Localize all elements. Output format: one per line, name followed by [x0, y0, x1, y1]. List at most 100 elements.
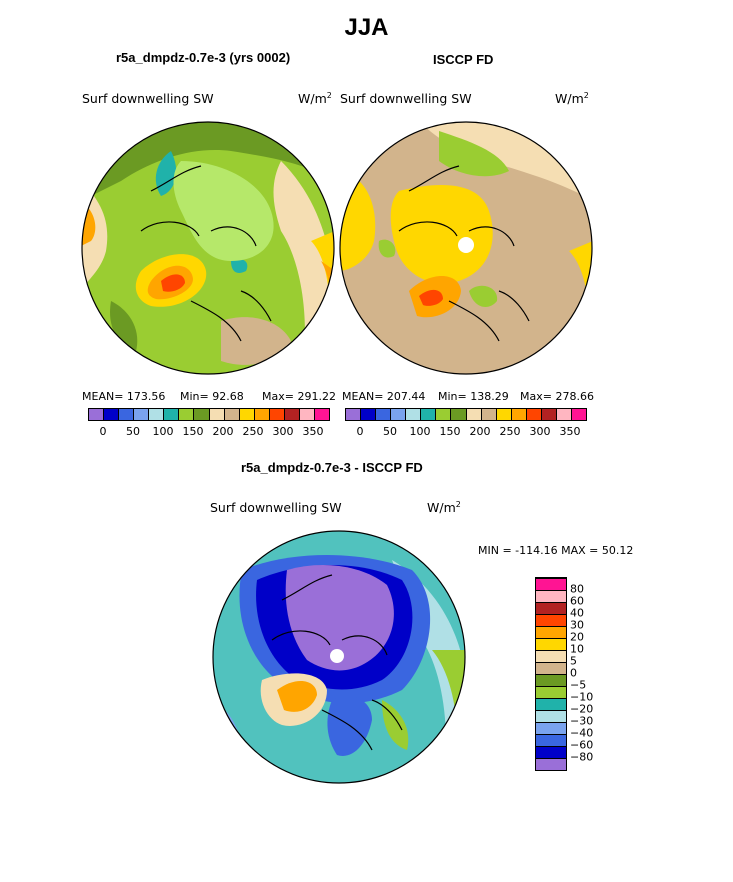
- colorbar-tick-label: −20: [570, 702, 594, 716]
- colorbar-swatch: [526, 409, 542, 420]
- colorbar-tick-label: −10: [570, 690, 594, 704]
- colorbar-swatch: [536, 650, 566, 662]
- colorbar-swatch: [536, 614, 566, 626]
- left-panel-title: r5a_dmpdz-0.7e-3 (yrs 0002): [116, 50, 291, 65]
- colorbar-tick-label: 0: [570, 666, 577, 680]
- colorbar-swatch: [224, 409, 240, 420]
- colorbar-swatch: [299, 409, 315, 420]
- colorbar-swatch: [536, 638, 566, 650]
- colorbar-swatch: [536, 710, 566, 722]
- colorbar-swatch: [481, 409, 497, 420]
- figure-title: JJA: [344, 14, 389, 41]
- colorbar-swatch: [284, 409, 300, 420]
- colorbar-swatch: [239, 409, 255, 420]
- colorbar-swatch: [421, 409, 437, 420]
- colorbar-tick-label: −80: [570, 750, 594, 764]
- colorbar-swatch: [406, 409, 422, 420]
- colorbar-tick-label: 30: [570, 618, 584, 632]
- colorbar-tick-label: 100: [409, 425, 431, 438]
- right-units-label: W/m2: [555, 91, 589, 107]
- left-colorbar: [88, 408, 330, 421]
- left-max: Max= 291.22: [262, 390, 336, 403]
- right-min: Min= 138.29: [438, 390, 509, 403]
- colorbar-swatch: [536, 626, 566, 638]
- colorbar-swatch: [346, 409, 362, 420]
- colorbar-swatch: [536, 734, 566, 746]
- left-colorbar-ticks: 0 50 100 150 200 250 300 350: [88, 425, 328, 439]
- colorbar-tick-label: −30: [570, 714, 594, 728]
- right-colorbar-ticks: 0 50 100 150 200 250 300 350: [345, 425, 585, 439]
- colorbar-tick-label: 200: [469, 425, 491, 438]
- left-min: Min= 92.68: [180, 390, 244, 403]
- colorbar-swatch: [361, 409, 377, 420]
- colorbar-swatch: [571, 409, 586, 420]
- colorbar-tick-label: 150: [439, 425, 461, 438]
- colorbar-tick-label: 0: [99, 425, 107, 438]
- colorbar-swatch: [536, 758, 566, 770]
- colorbar-tick-label: 300: [529, 425, 551, 438]
- colorbar-swatch: [89, 409, 105, 420]
- right-mean: MEAN= 207.44: [342, 390, 426, 403]
- colorbar-tick-label: −40: [570, 726, 594, 740]
- colorbar-swatch: [164, 409, 180, 420]
- colorbar-swatch: [451, 409, 467, 420]
- colorbar-swatch: [104, 409, 120, 420]
- colorbar-tick-label: 200: [212, 425, 234, 438]
- right-panel-title: ISCCP FD: [433, 52, 494, 67]
- colorbar-swatch: [209, 409, 225, 420]
- colorbar-swatch: [536, 746, 566, 758]
- colorbar-swatch: [536, 662, 566, 674]
- colorbar-swatch: [536, 686, 566, 698]
- colorbar-swatch: [269, 409, 285, 420]
- colorbar-swatch: [496, 409, 512, 420]
- colorbar-tick-label: 60: [570, 594, 584, 608]
- colorbar-swatch: [536, 590, 566, 602]
- colorbar-tick-label: 250: [499, 425, 521, 438]
- colorbar-swatch: [536, 674, 566, 686]
- diff-units-label: W/m2: [427, 500, 461, 516]
- colorbar-swatch: [536, 698, 566, 710]
- right-max: Max= 278.66: [520, 390, 594, 403]
- colorbar-swatch: [194, 409, 210, 420]
- colorbar-swatch: [376, 409, 392, 420]
- colorbar-swatch: [391, 409, 407, 420]
- right-colorbar: [345, 408, 587, 421]
- diff-colorbar-ticks: −80 −60 −40 −30 −20 −10 −5 0 5 10 20 30 40 60 80: [570, 577, 610, 781]
- colorbar-tick-label: 350: [559, 425, 581, 438]
- colorbar-swatch: [511, 409, 527, 420]
- colorbar-tick-label: 20: [570, 630, 584, 644]
- colorbar-tick-label: 350: [302, 425, 324, 438]
- colorbar-tick-label: 5: [570, 654, 577, 668]
- colorbar-tick-label: 100: [152, 425, 174, 438]
- colorbar-tick-label: 50: [126, 425, 140, 438]
- colorbar-tick-label: 40: [570, 606, 584, 620]
- colorbar-swatch: [556, 409, 572, 420]
- colorbar-swatch: [179, 409, 195, 420]
- colorbar-swatch: [134, 409, 150, 420]
- colorbar-tick-label: 10: [570, 642, 584, 656]
- colorbar-tick-label: 80: [570, 582, 584, 596]
- colorbar-swatch: [149, 409, 165, 420]
- left-units-label: W/m2: [298, 91, 332, 107]
- diff-polar-map: [212, 530, 466, 784]
- colorbar-swatch: [119, 409, 135, 420]
- colorbar-swatch: [436, 409, 452, 420]
- colorbar-tick-label: −60: [570, 738, 594, 752]
- colorbar-tick-label: −5: [570, 678, 587, 692]
- left-variable-label: Surf downwelling SW: [82, 91, 214, 106]
- colorbar-tick-label: 150: [182, 425, 204, 438]
- colorbar-swatch: [254, 409, 270, 420]
- diff-colorbar: [535, 577, 567, 771]
- diff-minmax: MIN = -114.16 MAX = 50.12: [478, 544, 634, 557]
- diff-panel-title: r5a_dmpdz-0.7e-3 - ISCCP FD: [241, 460, 423, 475]
- colorbar-tick-label: 250: [242, 425, 264, 438]
- colorbar-tick-label: 300: [272, 425, 294, 438]
- left-polar-map: [81, 121, 335, 375]
- colorbar-swatch: [536, 722, 566, 734]
- colorbar-swatch: [536, 578, 566, 590]
- right-variable-label: Surf downwelling SW: [340, 91, 472, 106]
- colorbar-swatch: [536, 602, 566, 614]
- colorbar-tick-label: 0: [356, 425, 364, 438]
- diff-variable-label: Surf downwelling SW: [210, 500, 342, 515]
- left-mean: MEAN= 173.56: [82, 390, 166, 403]
